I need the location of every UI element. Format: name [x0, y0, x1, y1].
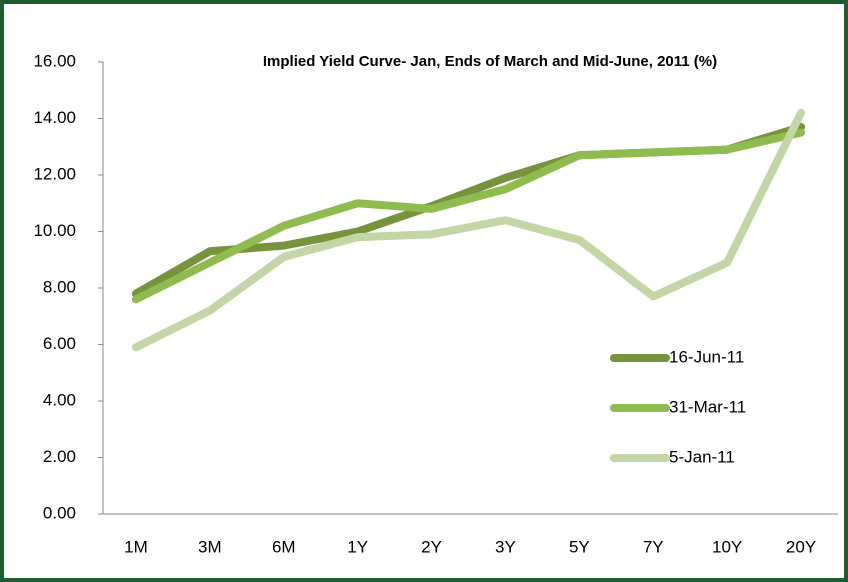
x-tick-label: 10Y	[712, 537, 742, 556]
legend-label: 16-Jun-11	[669, 347, 744, 366]
x-tick-label: 3Y	[495, 537, 516, 556]
y-tick-label: 12.00	[33, 164, 76, 183]
x-tick-label: 6M	[272, 537, 296, 556]
y-tick-label: 6.00	[43, 334, 76, 353]
y-tick-label: 2.00	[43, 447, 76, 466]
y-tick-label: 0.00	[43, 503, 76, 522]
x-tick-label: 3M	[198, 537, 222, 556]
x-tick-label: 2Y	[421, 537, 442, 556]
series-line	[131, 108, 806, 352]
x-tick-label: 5Y	[569, 537, 590, 556]
y-tick-label: 8.00	[43, 277, 76, 296]
legend-label: 31-Mar-11	[669, 397, 746, 416]
x-tick-label: 1Y	[347, 537, 368, 556]
series-line	[131, 128, 806, 304]
y-tick-label: 16.00	[33, 51, 76, 70]
x-tick-label: 7Y	[643, 537, 664, 556]
y-tick-label: 10.00	[33, 221, 76, 240]
x-tick-label: 1M	[124, 537, 148, 556]
y-tick-label: 4.00	[43, 390, 76, 409]
legend-label: 5-Jan-11	[669, 447, 735, 466]
y-tick-label: 14.00	[33, 108, 76, 127]
chart-title: Implied Yield Curve- Jan, Ends of March …	[263, 53, 717, 70]
x-tick-label: 20Y	[786, 537, 816, 556]
